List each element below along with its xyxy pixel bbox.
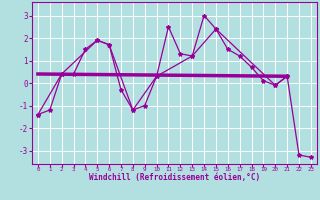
X-axis label: Windchill (Refroidissement éolien,°C): Windchill (Refroidissement éolien,°C)	[89, 173, 260, 182]
